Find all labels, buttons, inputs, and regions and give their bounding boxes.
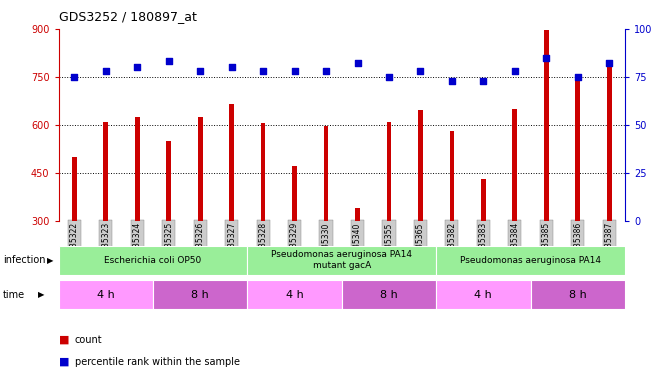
Text: Pseudomonas aeruginosa PA14
mutant gacA: Pseudomonas aeruginosa PA14 mutant gacA — [271, 250, 412, 270]
Bar — [387, 122, 391, 221]
Text: Escherichia coli OP50: Escherichia coli OP50 — [104, 256, 202, 265]
Point — [321, 68, 331, 74]
Bar — [292, 166, 297, 221]
Point — [100, 68, 111, 74]
Bar — [418, 111, 422, 221]
Bar — [531, 280, 625, 309]
Bar — [512, 109, 517, 221]
Text: 4 h: 4 h — [286, 290, 303, 300]
Text: infection: infection — [3, 255, 46, 265]
Point — [163, 58, 174, 65]
Text: 8 h: 8 h — [380, 290, 398, 300]
Bar — [607, 64, 611, 221]
Bar — [229, 104, 234, 221]
Bar — [153, 280, 247, 309]
Bar — [342, 280, 436, 309]
Bar — [544, 30, 549, 221]
Text: 4 h: 4 h — [97, 290, 115, 300]
Text: 4 h: 4 h — [475, 290, 492, 300]
Point — [69, 74, 79, 80]
Text: Pseudomonas aeruginosa PA14: Pseudomonas aeruginosa PA14 — [460, 256, 601, 265]
Text: GDS3252 / 180897_at: GDS3252 / 180897_at — [59, 10, 197, 23]
Bar — [481, 179, 486, 221]
Point — [510, 68, 520, 74]
Bar — [355, 208, 360, 221]
Point — [447, 78, 457, 84]
Text: ▶: ▶ — [38, 290, 45, 300]
Bar — [59, 246, 247, 275]
Point — [541, 55, 551, 61]
Bar — [135, 117, 139, 221]
Bar — [247, 280, 342, 309]
Point — [604, 60, 615, 66]
Bar — [324, 126, 328, 221]
Bar — [72, 157, 77, 221]
Point — [195, 68, 205, 74]
Bar — [198, 117, 202, 221]
Bar — [247, 246, 436, 275]
Text: 8 h: 8 h — [191, 290, 209, 300]
Text: ■: ■ — [59, 335, 69, 345]
Point — [383, 74, 394, 80]
Point — [289, 68, 299, 74]
Text: ■: ■ — [59, 357, 69, 367]
Bar — [575, 77, 580, 221]
Point — [132, 64, 143, 70]
Bar — [59, 280, 153, 309]
Bar — [261, 123, 266, 221]
Point — [352, 60, 363, 66]
Point — [478, 78, 488, 84]
Point — [258, 68, 268, 74]
Bar — [436, 280, 531, 309]
Text: ▶: ▶ — [47, 256, 53, 265]
Bar — [104, 122, 108, 221]
Text: count: count — [75, 335, 102, 345]
Text: percentile rank within the sample: percentile rank within the sample — [75, 357, 240, 367]
Point — [415, 68, 426, 74]
Point — [227, 64, 237, 70]
Text: 8 h: 8 h — [569, 290, 587, 300]
Point — [572, 74, 583, 80]
Bar — [436, 246, 625, 275]
Bar — [167, 141, 171, 221]
Bar — [450, 131, 454, 221]
Text: time: time — [3, 290, 25, 300]
